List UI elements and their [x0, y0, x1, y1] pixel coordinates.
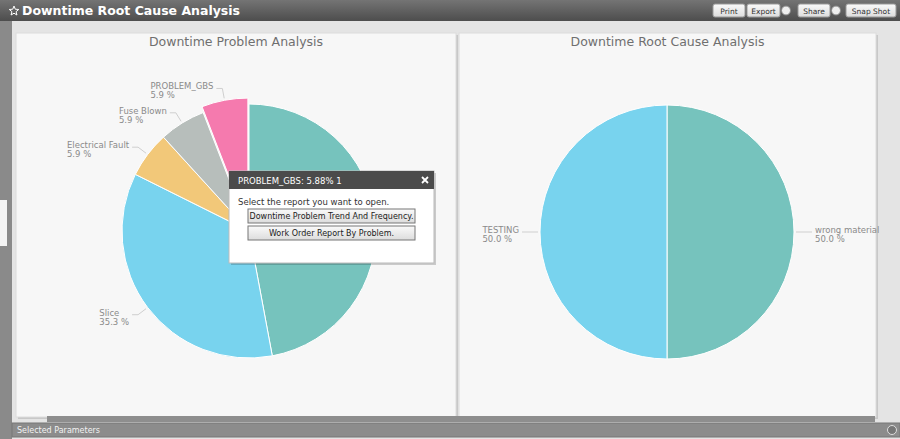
- footer-title[interactable]: Selected Parameters: [17, 426, 100, 435]
- dropdown-icon[interactable]: [782, 6, 791, 15]
- toolbar-button[interactable]: [747, 4, 780, 17]
- panel: [459, 33, 876, 417]
- background: [0, 0, 900, 439]
- footer-bar: [12, 423, 900, 437]
- toolbar-button[interactable]: [846, 4, 896, 17]
- panel: [16, 33, 456, 417]
- label-leader: [522, 232, 538, 233]
- data-label-value: 50.0 %: [482, 234, 512, 244]
- star-icon[interactable]: [9, 6, 19, 15]
- data-label-value: 35.3 %: [99, 317, 129, 327]
- toolbar-button-label[interactable]: Print: [720, 7, 737, 16]
- label-leader: [796, 232, 812, 233]
- data-label: Fuse Blown5.9 %: [119, 106, 167, 125]
- scrollbar: [47, 416, 875, 422]
- pie: wrong material50.0 % TESTING50.0 %: [481, 105, 879, 359]
- label-leader: [216, 88, 224, 98]
- toolbar-button-label[interactable]: Snap Shot: [852, 7, 890, 16]
- dropdown-icon[interactable]: [832, 6, 841, 15]
- pie-slice[interactable]: [667, 105, 794, 359]
- popup-prompt: Select the report you want to open.: [238, 197, 389, 207]
- label-leader: [132, 309, 146, 315]
- left-tab[interactable]: [0, 200, 7, 246]
- chart-title: Downtime Root Cause Analysis: [571, 34, 765, 49]
- data-label-value: 5.9 %: [119, 115, 143, 125]
- pie-slice[interactable]: [540, 105, 667, 359]
- toolbar-button-label[interactable]: Share: [803, 7, 825, 16]
- data-label-value: 5.9 %: [150, 90, 174, 100]
- label-leader: [170, 113, 181, 122]
- popup-button-label[interactable]: Downtime Problem Trend And Frequency.: [250, 212, 414, 221]
- popup-button[interactable]: [248, 209, 415, 223]
- data-label: PROBLEM_GBS5.9 %: [150, 81, 213, 100]
- footer-icon[interactable]: [888, 426, 897, 435]
- popup: [229, 171, 434, 263]
- toolbar-button[interactable]: [798, 4, 830, 17]
- header-bar: [0, 0, 900, 21]
- label-leader: [132, 147, 146, 153]
- data-label: wrong material50.0 %: [815, 225, 879, 244]
- data-label: TESTING50.0 %: [481, 225, 519, 244]
- header-title: Downtime Root Cause Analysis: [22, 3, 240, 18]
- toolbar-button[interactable]: [713, 4, 745, 17]
- popup-title: PROBLEM_GBS: 5.88% 1: [238, 176, 342, 186]
- data-label-value: 5.9 %: [67, 149, 91, 159]
- page: Downtime Root Cause Analysis Print Export S…: [0, 0, 900, 439]
- data-label: Electrical Fault5.9 %: [67, 140, 130, 159]
- popup-close[interactable]: [422, 177, 428, 183]
- canvas: Downtime Root Cause Analysis Print Export S…: [0, 0, 900, 439]
- popup-button-label[interactable]: Work Order Report By Problem.: [269, 229, 394, 238]
- left-strip: [0, 20, 12, 439]
- toolbar-button-label[interactable]: Export: [751, 7, 776, 16]
- popup-header: [229, 171, 434, 189]
- popup-button[interactable]: [248, 226, 415, 240]
- chart-title: Downtime Problem Analysis: [149, 34, 323, 49]
- data-label: Slice35.3 %: [99, 308, 129, 327]
- data-label-value: 50.0 %: [815, 234, 845, 244]
